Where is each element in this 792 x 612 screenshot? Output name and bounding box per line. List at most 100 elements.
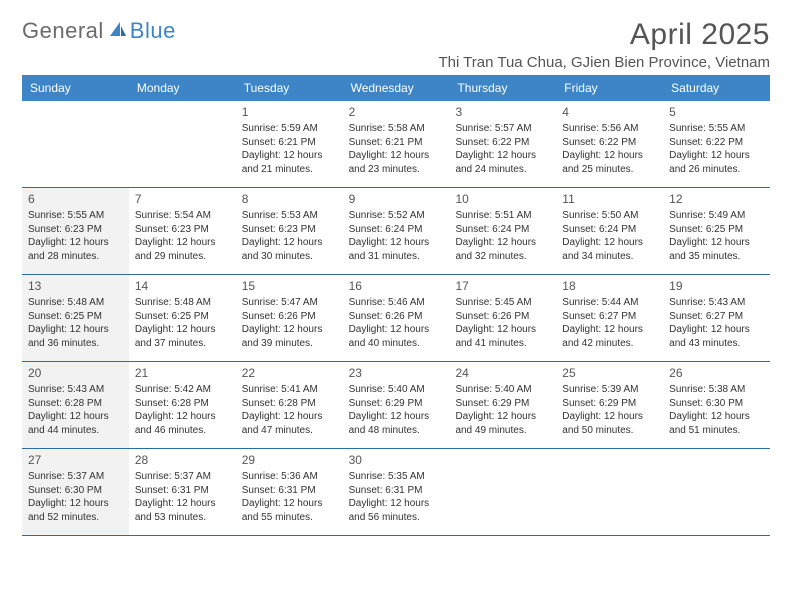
sunset-text: Sunset: 6:22 PM xyxy=(455,136,550,150)
sunset-text: Sunset: 6:23 PM xyxy=(135,223,230,237)
sunset-text: Sunset: 6:22 PM xyxy=(669,136,764,150)
calendar-cell: 10Sunrise: 5:51 AMSunset: 6:24 PMDayligh… xyxy=(449,188,556,274)
sunset-text: Sunset: 6:31 PM xyxy=(135,484,230,498)
calendar-cell: 6Sunrise: 5:55 AMSunset: 6:23 PMDaylight… xyxy=(22,188,129,274)
sunset-text: Sunset: 6:24 PM xyxy=(349,223,444,237)
day-number: 27 xyxy=(28,452,123,468)
week-row: 13Sunrise: 5:48 AMSunset: 6:25 PMDayligh… xyxy=(22,274,770,361)
calendar-cell: 2Sunrise: 5:58 AMSunset: 6:21 PMDaylight… xyxy=(343,101,450,187)
week-row: 27Sunrise: 5:37 AMSunset: 6:30 PMDayligh… xyxy=(22,448,770,535)
day-header: Thursday xyxy=(449,75,556,101)
sunrise-text: Sunrise: 5:53 AM xyxy=(242,209,337,223)
day-number: 7 xyxy=(135,191,230,207)
calendar-cell: 24Sunrise: 5:40 AMSunset: 6:29 PMDayligh… xyxy=(449,362,556,448)
day-header: Wednesday xyxy=(343,75,450,101)
sunrise-text: Sunrise: 5:50 AM xyxy=(562,209,657,223)
sunset-text: Sunset: 6:23 PM xyxy=(242,223,337,237)
sunrise-text: Sunrise: 5:39 AM xyxy=(562,383,657,397)
day-number: 24 xyxy=(455,365,550,381)
daylight-text: Daylight: 12 hours and 53 minutes. xyxy=(135,497,230,524)
title-block: April 2025 Thi Tran Tua Chua, GJien Bien… xyxy=(438,18,770,71)
day-number: 26 xyxy=(669,365,764,381)
sunrise-text: Sunrise: 5:40 AM xyxy=(349,383,444,397)
calendar-grid: SundayMondayTuesdayWednesdayThursdayFrid… xyxy=(22,75,770,536)
sunrise-text: Sunrise: 5:55 AM xyxy=(669,122,764,136)
day-number: 1 xyxy=(242,104,337,120)
calendar-cell: 12Sunrise: 5:49 AMSunset: 6:25 PMDayligh… xyxy=(663,188,770,274)
calendar-cell: 8 Sunrise: 5:53 AMSunset: 6:23 PMDaylight… xyxy=(236,188,343,274)
sunset-text: Sunset: 6:31 PM xyxy=(242,484,337,498)
sunrise-text: Sunrise: 5:55 AM xyxy=(28,209,123,223)
sunrise-text: Sunrise: 5:57 AM xyxy=(455,122,550,136)
calendar-cell: 25 Sunrise: 5:39 AMSunset: 6:29 PMDayligh… xyxy=(556,362,663,448)
daylight-text: Daylight: 12 hours and 42 minutes. xyxy=(562,323,657,350)
sunrise-text: Sunrise: 5:56 AM xyxy=(562,122,657,136)
day-number: 6 xyxy=(28,191,123,207)
sunrise-text: Sunrise: 5:38 AM xyxy=(669,383,764,397)
calendar-cell: 30Sunrise: 5:35 AMSunset: 6:31 PMDayligh… xyxy=(343,449,450,535)
sunrise-text: Sunrise: 5:48 AM xyxy=(135,296,230,310)
daylight-text: Daylight: 12 hours and 32 minutes. xyxy=(455,236,550,263)
daylight-text: Daylight: 12 hours and 23 minutes. xyxy=(349,149,444,176)
daylight-text: Daylight: 12 hours and 21 minutes. xyxy=(242,149,337,176)
day-number: 23 xyxy=(349,365,444,381)
sunrise-text: Sunrise: 5:44 AM xyxy=(562,296,657,310)
daylight-text: Daylight: 12 hours and 50 minutes. xyxy=(562,410,657,437)
sunset-text: Sunset: 6:30 PM xyxy=(669,397,764,411)
day-header: Friday xyxy=(556,75,663,101)
daylight-text: Daylight: 12 hours and 41 minutes. xyxy=(455,323,550,350)
calendar-cell: 15Sunrise: 5:47 AMSunset: 6:26 PMDayligh… xyxy=(236,275,343,361)
day-number: 21 xyxy=(135,365,230,381)
calendar-cell: 20Sunrise: 5:43 AMSunset: 6:28 PMDayligh… xyxy=(22,362,129,448)
sunset-text: Sunset: 6:29 PM xyxy=(455,397,550,411)
daylight-text: Daylight: 12 hours and 39 minutes. xyxy=(242,323,337,350)
sunset-text: Sunset: 6:29 PM xyxy=(349,397,444,411)
logo: General Blue xyxy=(22,18,176,44)
sunset-text: Sunset: 6:27 PM xyxy=(669,310,764,324)
day-number: 17 xyxy=(455,278,550,294)
sunset-text: Sunset: 6:26 PM xyxy=(242,310,337,324)
day-number: 25 xyxy=(562,365,657,381)
sunrise-text: Sunrise: 5:49 AM xyxy=(669,209,764,223)
sunset-text: Sunset: 6:28 PM xyxy=(135,397,230,411)
month-title: April 2025 xyxy=(438,18,770,52)
sunrise-text: Sunrise: 5:52 AM xyxy=(349,209,444,223)
logo-sail-icon xyxy=(108,20,128,38)
sunrise-text: Sunrise: 5:58 AM xyxy=(349,122,444,136)
header: General Blue April 2025 Thi Tran Tua Chu… xyxy=(22,18,770,71)
day-number: 20 xyxy=(28,365,123,381)
calendar-cell: 19Sunrise: 5:43 AMSunset: 6:27 PMDayligh… xyxy=(663,275,770,361)
sunrise-text: Sunrise: 5:59 AM xyxy=(242,122,337,136)
sunset-text: Sunset: 6:21 PM xyxy=(349,136,444,150)
sunset-text: Sunset: 6:24 PM xyxy=(562,223,657,237)
day-number: 8 xyxy=(242,191,337,207)
daylight-text: Daylight: 12 hours and 30 minutes. xyxy=(242,236,337,263)
sunset-text: Sunset: 6:25 PM xyxy=(669,223,764,237)
daylight-text: Daylight: 12 hours and 29 minutes. xyxy=(135,236,230,263)
day-number: 9 xyxy=(349,191,444,207)
sunrise-text: Sunrise: 5:36 AM xyxy=(242,470,337,484)
sunrise-text: Sunrise: 5:48 AM xyxy=(28,296,123,310)
calendar-cell: 27Sunrise: 5:37 AMSunset: 6:30 PMDayligh… xyxy=(22,449,129,535)
sunrise-text: Sunrise: 5:42 AM xyxy=(135,383,230,397)
sunrise-text: Sunrise: 5:51 AM xyxy=(455,209,550,223)
daylight-text: Daylight: 12 hours and 48 minutes. xyxy=(349,410,444,437)
sunset-text: Sunset: 6:23 PM xyxy=(28,223,123,237)
daylight-text: Daylight: 12 hours and 36 minutes. xyxy=(28,323,123,350)
day-number: 30 xyxy=(349,452,444,468)
sunrise-text: Sunrise: 5:43 AM xyxy=(669,296,764,310)
sunset-text: Sunset: 6:29 PM xyxy=(562,397,657,411)
day-number: 19 xyxy=(669,278,764,294)
daylight-text: Daylight: 12 hours and 31 minutes. xyxy=(349,236,444,263)
sunset-text: Sunset: 6:27 PM xyxy=(562,310,657,324)
sunrise-text: Sunrise: 5:41 AM xyxy=(242,383,337,397)
day-number: 3 xyxy=(455,104,550,120)
day-number: 11 xyxy=(562,191,657,207)
calendar-cell: 16Sunrise: 5:46 AMSunset: 6:26 PMDayligh… xyxy=(343,275,450,361)
day-number: 14 xyxy=(135,278,230,294)
calendar-cell: 23 Sunrise: 5:40 AMSunset: 6:29 PMDayligh… xyxy=(343,362,450,448)
day-number: 28 xyxy=(135,452,230,468)
calendar-cell xyxy=(449,449,556,535)
daylight-text: Daylight: 12 hours and 25 minutes. xyxy=(562,149,657,176)
day-header: Saturday xyxy=(663,75,770,101)
